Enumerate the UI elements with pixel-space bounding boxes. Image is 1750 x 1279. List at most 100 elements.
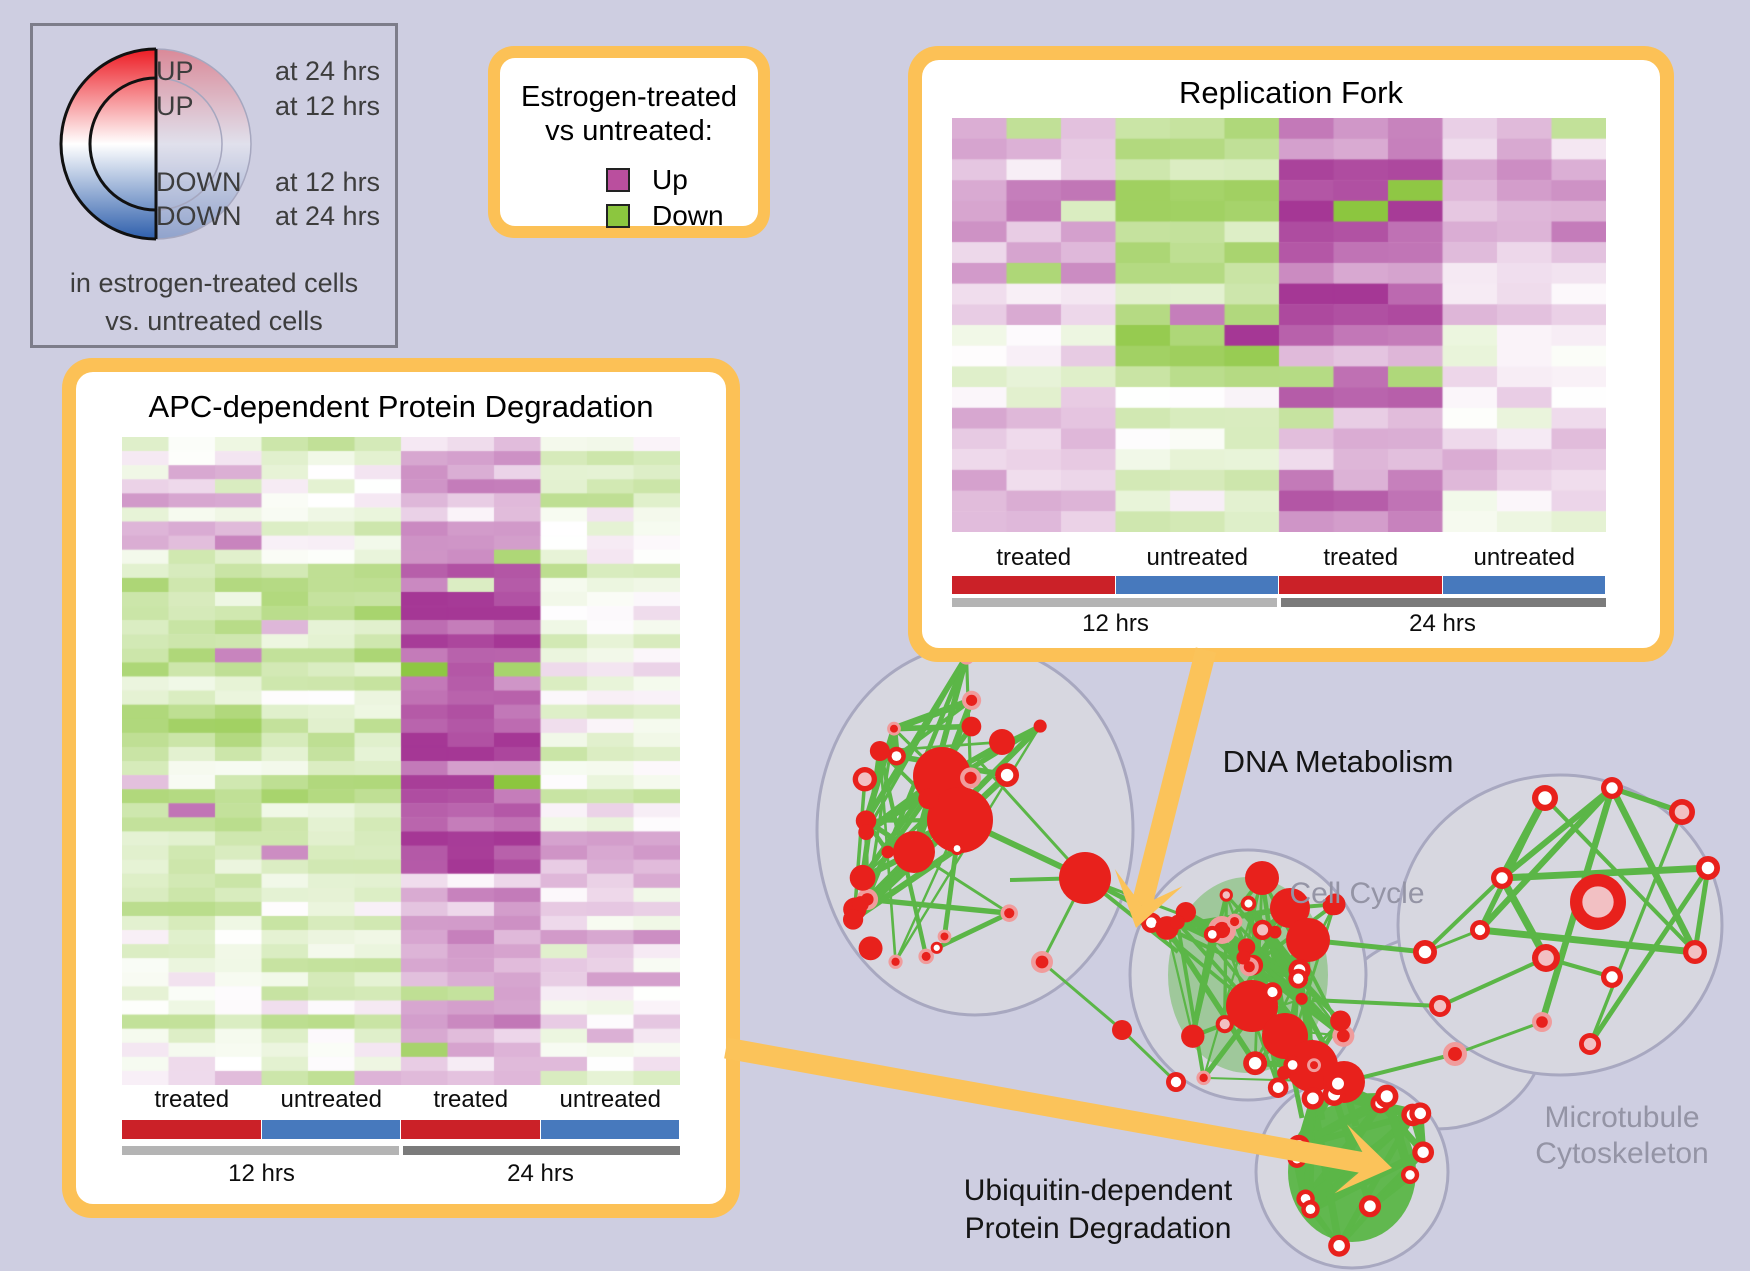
direction-label: UP: [156, 91, 194, 121]
network-node: [855, 810, 877, 831]
time-bar: [403, 1146, 680, 1155]
direction-label: DOWN: [156, 201, 242, 231]
network-node: [887, 721, 901, 736]
network-node: [961, 716, 982, 737]
network-node: [1170, 914, 1185, 930]
condition-bar: [540, 1120, 679, 1139]
network-edge: [1190, 933, 1216, 1037]
flow-arrow-shaft: [724, 1037, 1371, 1175]
network-node: [1295, 992, 1308, 1005]
network-node: [1601, 966, 1623, 988]
network-node: [1236, 950, 1251, 965]
network-node: [930, 941, 943, 954]
direction-time-legend: UP at 24 hrs UP at 12 hrs DOWN at 12 hrs…: [30, 23, 398, 348]
saturated-half: [59, 47, 156, 241]
condition-label: untreated: [1146, 544, 1248, 571]
time-label: 12 hrs: [228, 1160, 295, 1187]
network-bridge-edge: [1454, 1020, 1543, 1056]
network-edge: [1501, 864, 1709, 882]
condition-label: treated: [433, 1086, 509, 1113]
network-node: [995, 763, 1020, 788]
network-node: [1409, 1102, 1432, 1125]
network-node: [950, 842, 964, 856]
legend-title-line2: vs untreated:: [545, 115, 713, 147]
network-edge: [1587, 866, 1711, 1046]
condition-label: untreated: [280, 1086, 382, 1113]
network-node: [1000, 904, 1019, 922]
condition-label: treated: [154, 1086, 230, 1113]
network-bridge-edge: [1311, 998, 1441, 1008]
network-node: [1166, 1072, 1186, 1092]
network-node: [1283, 1055, 1302, 1075]
network-bridge-edge: [1041, 960, 1123, 1032]
down-label: Down: [652, 200, 724, 231]
legend-row-up-24: UP at 24 hrs: [156, 56, 380, 86]
network-node: [1375, 1084, 1399, 1108]
condition-bar: [1442, 576, 1605, 594]
replication-fork-panel: Replication Fork treated untreated treated…: [908, 46, 1674, 662]
legend-row-up-12: UP at 12 hrs: [156, 91, 380, 121]
network-node: [1243, 1051, 1268, 1076]
time-bar: [952, 598, 1277, 607]
network-node: [1328, 1234, 1351, 1257]
network-node: [1031, 951, 1053, 973]
condition-bar: [122, 1120, 261, 1139]
network-node: [1532, 1012, 1552, 1032]
condition-label: untreated: [1473, 544, 1575, 571]
direction-label: UP: [156, 56, 194, 86]
network-bridge-edge: [1120, 1028, 1178, 1084]
network-node: [1226, 913, 1243, 930]
network-node: [1669, 799, 1695, 825]
network-node: [1400, 1165, 1420, 1185]
network-edge: [1500, 785, 1614, 881]
network-node: [1358, 1195, 1382, 1218]
network-node: [858, 936, 883, 961]
legend-row-down-12: DOWN at 12 hrs: [156, 167, 380, 197]
network-node: [1601, 777, 1623, 799]
condition-label: treated: [996, 544, 1072, 571]
replication-fork-heatmap: [952, 118, 1606, 532]
network-node: [1412, 1141, 1435, 1164]
network-edge: [1175, 921, 1206, 1079]
legend-footer-line1: in estrogen-treated cells: [69, 268, 359, 298]
estrogen-updown-legend: Estrogen-treated vs untreated: Up Down: [488, 46, 770, 238]
network-node: [1196, 1070, 1211, 1086]
network-node: [849, 864, 876, 891]
flow-arrow-head: [1334, 1124, 1392, 1194]
network-node: [1245, 861, 1279, 895]
network-node: [1270, 888, 1310, 928]
condition-bar: [1115, 576, 1278, 594]
network-node: [918, 788, 939, 810]
up-label: Up: [652, 164, 688, 195]
network-node: [887, 746, 906, 766]
network-node: [1696, 856, 1720, 880]
network-node: [893, 831, 935, 873]
time-label: at 24 hrs: [275, 201, 381, 231]
time-label: at 24 hrs: [275, 56, 381, 86]
legend-inner: Estrogen-treated vs untreated: Up Down: [500, 58, 758, 231]
time-label: at 12 hrs: [275, 91, 381, 121]
network-node: [1301, 1200, 1320, 1219]
apc-heatmap-panel: APC-dependent Protein Degradation treate…: [62, 358, 740, 1218]
network-node: [961, 690, 982, 710]
network-node: [1326, 1072, 1350, 1096]
cluster-label: Ubiquitin-dependent: [964, 1174, 1233, 1207]
flow-arrow-head: [1114, 869, 1183, 928]
network-node: [1570, 874, 1626, 930]
condition-label: untreated: [559, 1086, 661, 1113]
network-edge: [1588, 811, 1684, 1045]
condition-bar: [261, 1120, 400, 1139]
network-edge: [1309, 1097, 1343, 1247]
network-edge: [1498, 876, 1550, 960]
down-swatch: [606, 204, 630, 228]
network-edge: [1477, 785, 1615, 933]
cluster-label: Protein Degradation: [965, 1212, 1232, 1245]
network-node: [1288, 968, 1309, 989]
network-node: [927, 787, 993, 853]
network-node: [1307, 1058, 1321, 1073]
network-bridge-edge: [976, 758, 1087, 880]
network-node: [1579, 1033, 1601, 1055]
